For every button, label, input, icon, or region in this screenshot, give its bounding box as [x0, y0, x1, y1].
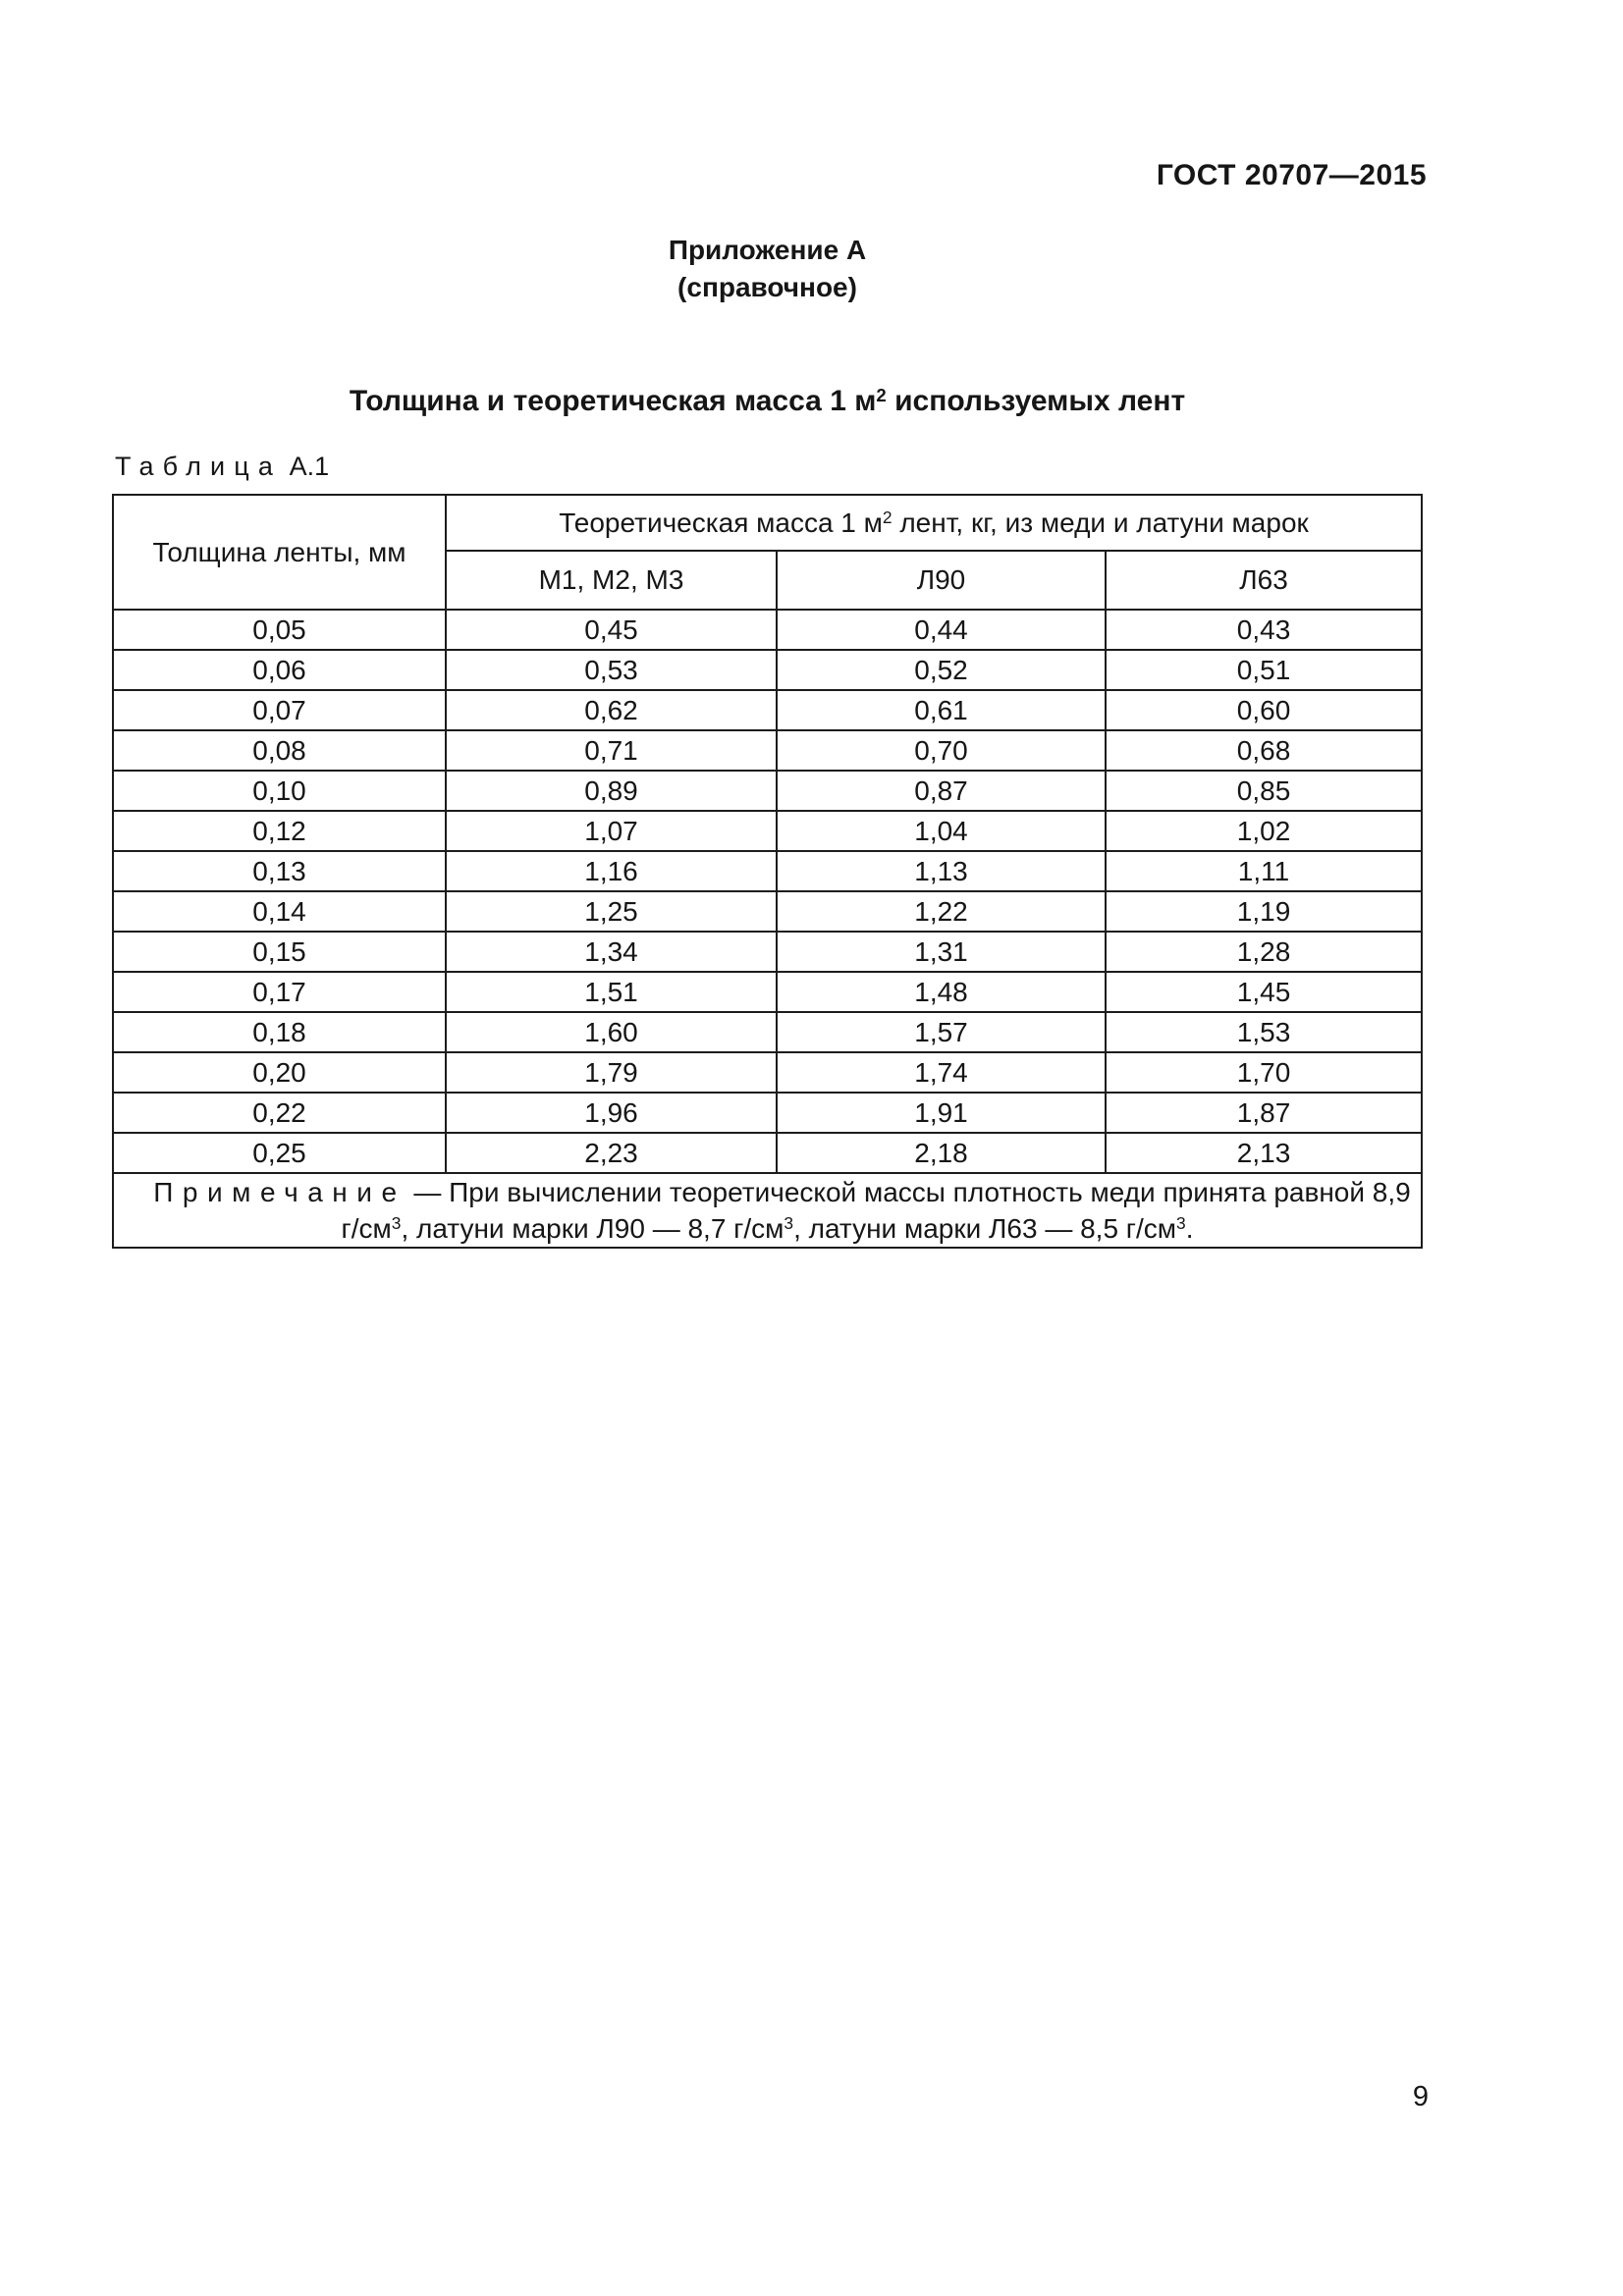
table-body: 0,05 0,45 0,44 0,43 0,06 0,53 0,52 0,51 0,07 0,62…	[112, 609, 1424, 1174]
table-cell: 0,62	[445, 689, 778, 731]
thickness-mass-table: Толщина ленты, мм Теоретическая масса 1 …	[111, 494, 1424, 1249]
appendix-subtitle: (справочное)	[677, 272, 857, 302]
table-row: 0,25 2,23 2,18 2,13	[112, 1132, 1424, 1174]
table-row: 0,17 1,51 1,48 1,45	[112, 971, 1424, 1013]
table-cell: 0,89	[445, 770, 778, 812]
table-cell: 0,43	[1104, 609, 1424, 651]
column-header-thickness: Толщина ленты, мм	[112, 494, 447, 611]
table-row: 0,13 1,16 1,13 1,11	[112, 850, 1424, 892]
table-cell: 0,18	[112, 1011, 447, 1053]
table-cell: 0,53	[445, 649, 778, 691]
table-cell: 1,74	[776, 1051, 1107, 1094]
table-cell: 1,57	[776, 1011, 1107, 1053]
table-cell: 0,06	[112, 649, 447, 691]
table-row: 0,14 1,25 1,22 1,19	[112, 890, 1424, 933]
table-cell: 0,51	[1104, 649, 1424, 691]
table-cell: 1,70	[1104, 1051, 1424, 1094]
table-cell: 1,28	[1104, 931, 1424, 973]
table-cell: 2,13	[1104, 1132, 1424, 1174]
table-cell: 0,85	[1104, 770, 1424, 812]
table-cell: 0,12	[112, 810, 447, 852]
table-header: Толщина ленты, мм Теоретическая масса 1 …	[112, 494, 1424, 611]
table-cell: 1,22	[776, 890, 1107, 933]
table-header-row-1: Толщина ленты, мм Теоретическая масса 1 …	[112, 494, 1424, 611]
table-header-row-2: М1, М2, М3 Л90 Л63	[113, 550, 1424, 611]
table-cell: 2,18	[776, 1132, 1107, 1174]
appendix-title: Приложение А	[668, 235, 867, 265]
table-cell: 0,44	[776, 609, 1107, 651]
table-note: Примечание — При вычислении теоретическо…	[114, 1174, 1421, 1247]
table-cell: 0,17	[112, 971, 447, 1013]
table-cell: 1,31	[776, 931, 1107, 973]
table-cell: 1,13	[776, 850, 1107, 892]
table-cell: 0,70	[776, 729, 1107, 772]
table-cell: 0,61	[776, 689, 1107, 731]
column-header-l63: Л63	[1104, 550, 1424, 611]
section-title: Толщина и теоретическая масса 1 м2 испол…	[349, 385, 1186, 417]
table-cell: 0,87	[776, 770, 1107, 812]
table-cell: 1,96	[445, 1092, 778, 1134]
note-label: Примечание	[153, 1177, 406, 1207]
table-cell: 1,45	[1104, 971, 1424, 1013]
table-cell: 0,07	[112, 689, 447, 731]
table-cell: 0,45	[445, 609, 778, 651]
table-row: 0,10 0,89 0,87 0,85	[112, 770, 1424, 812]
table-caption-word: Таблица	[115, 452, 283, 481]
table-cell: 1,16	[445, 850, 778, 892]
table-row: 0,15 1,34 1,31 1,28	[112, 931, 1424, 973]
table-note-row: Примечание — При вычислении теоретическо…	[111, 1172, 1424, 1249]
table-cell: 1,79	[445, 1051, 778, 1094]
table-cell: 0,08	[112, 729, 447, 772]
table-cell: 0,60	[1104, 689, 1424, 731]
table-cell: 0,05	[112, 609, 447, 651]
page-number: 9	[1412, 2081, 1429, 2112]
table-cell: 1,60	[445, 1011, 778, 1053]
table-cell: 1,51	[445, 971, 778, 1013]
column-header-mass-span: Теоретическая масса 1 м2 лент, кг, из ме…	[444, 494, 1424, 552]
table-cell: 1,25	[445, 890, 778, 933]
document-reference: ГОСТ 20707—2015	[1156, 159, 1427, 191]
column-header-m1-m2-m3: М1, М2, М3	[445, 550, 778, 611]
table-note-section: Примечание — При вычислении теоретическо…	[111, 1172, 1424, 1249]
table-cell: 1,53	[1104, 1011, 1424, 1053]
table-row: 0,06 0,53 0,52 0,51	[112, 649, 1424, 691]
table-row: 0,22 1,96 1,91 1,87	[112, 1092, 1424, 1134]
table-row: 0,20 1,79 1,74 1,70	[112, 1051, 1424, 1094]
table-cell: 0,71	[445, 729, 778, 772]
table-cell: 0,10	[112, 770, 447, 812]
appendix-heading: Приложение А (справочное)	[113, 232, 1422, 306]
note-text: — При вычислении теоретической массы пло…	[341, 1177, 1411, 1244]
table-cell: 0,14	[112, 890, 447, 933]
table-cell: 0,15	[112, 931, 447, 973]
table-cell: 1,11	[1104, 850, 1424, 892]
table-row: 0,18 1,60 1,57 1,53	[112, 1011, 1424, 1053]
table-row: 0,12 1,07 1,04 1,02	[112, 810, 1424, 852]
table-caption-ref: А.1	[289, 452, 330, 481]
table-cell: 1,04	[776, 810, 1107, 852]
table-cell: 0,13	[112, 850, 447, 892]
table-caption: Таблица А.1	[115, 452, 329, 482]
table-cell: 0,52	[776, 649, 1107, 691]
table-note-cell: Примечание — При вычислении теоретическо…	[111, 1172, 1424, 1249]
table-cell: 0,25	[112, 1132, 447, 1174]
table-cell: 1,48	[776, 971, 1107, 1013]
table-row: 0,08 0,71 0,70 0,68	[112, 729, 1424, 772]
table-row: 0,05 0,45 0,44 0,43	[112, 609, 1424, 651]
table-cell: 1,87	[1104, 1092, 1424, 1134]
table-cell: 1,19	[1104, 890, 1424, 933]
table-cell: 2,23	[445, 1132, 778, 1174]
table-row: 0,07 0,62 0,61 0,60	[112, 689, 1424, 731]
column-header-l90: Л90	[776, 550, 1107, 611]
table-cell: 1,02	[1104, 810, 1424, 852]
table-cell: 1,34	[445, 931, 778, 973]
table-cell: 0,20	[112, 1051, 447, 1094]
table-cell: 0,22	[112, 1092, 447, 1134]
table-cell: 1,91	[776, 1092, 1107, 1134]
table-cell: 0,68	[1104, 729, 1424, 772]
table-cell: 1,07	[445, 810, 778, 852]
